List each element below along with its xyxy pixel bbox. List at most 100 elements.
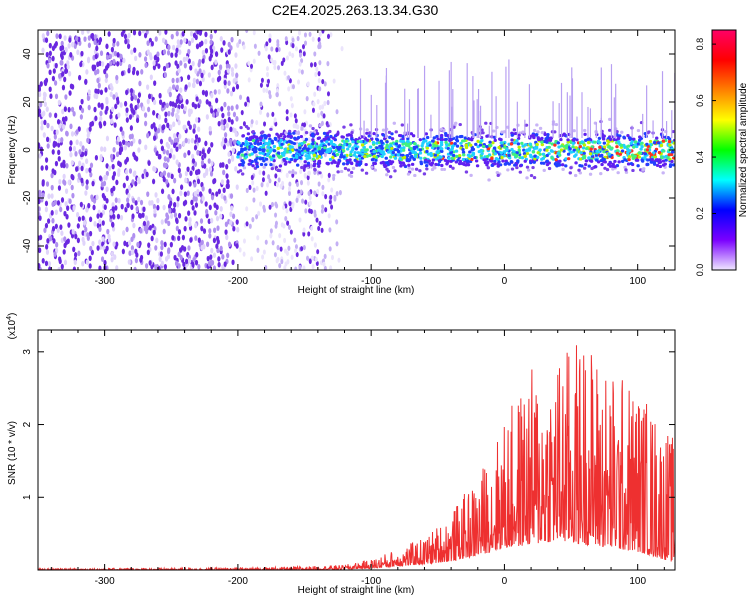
- spectrogram-cell: [473, 155, 477, 160]
- spectrogram-cell: [244, 155, 249, 159]
- spectrogram-cell: [229, 219, 233, 226]
- colorbar: 0.00.20.40.60.8 Normalized spectral ampl…: [695, 29, 749, 276]
- spectrogram-cell: [252, 187, 256, 193]
- spectrogram-cell: [337, 150, 341, 154]
- spectrogram-cell: [321, 204, 325, 210]
- spectrogram-cell: [72, 205, 76, 211]
- spectrogram-cell: [60, 40, 64, 47]
- spectrogram-cell: [311, 138, 315, 142]
- spectrogram-cell: [225, 173, 229, 179]
- spectrogram-cell: [540, 140, 544, 144]
- spectrogram-cell: [303, 172, 307, 178]
- spectrogram-cell: [258, 147, 262, 152]
- spectrogram-cell: [117, 168, 121, 174]
- spectrogram-cell: [113, 254, 117, 260]
- spectrogram-cell: [513, 153, 517, 157]
- spectrogram-cell: [520, 156, 525, 160]
- spectrogram-cell: [390, 137, 395, 141]
- spectrogram-cell: [572, 148, 576, 152]
- spectrogram-cell: [227, 241, 232, 248]
- spectrogram-cell: [234, 63, 238, 69]
- spectrogram-cell: [524, 123, 529, 127]
- spectrogram-cell: [66, 205, 70, 211]
- spectrogram-cell: [105, 163, 109, 169]
- spectrogram-cell: [164, 256, 169, 262]
- spectrogram-cell: [192, 196, 196, 202]
- spectrogram-cell: [331, 156, 335, 160]
- spectrogram-cell: [297, 68, 301, 74]
- spectrogram-cell: [135, 117, 140, 124]
- spectrogram-cell: [193, 210, 197, 216]
- spectrogram-cell: [455, 154, 459, 159]
- spectrogram-cell: [595, 149, 599, 153]
- spectrogram-cell: [220, 124, 224, 131]
- spectrogram-cell: [76, 223, 80, 229]
- spectrogram-cell: [217, 120, 221, 127]
- spectrogram-cell: [165, 141, 169, 148]
- spectrogram-cell: [347, 144, 351, 148]
- spectrogram-cell: [278, 101, 282, 107]
- spectrogram-cell: [375, 146, 379, 150]
- spectrogram-cell: [165, 62, 169, 69]
- spectrogram-cell: [179, 190, 183, 197]
- spectrogram-cell: [577, 168, 581, 172]
- spectrogram-cell: [61, 108, 65, 115]
- spectrogram-cell: [192, 77, 196, 84]
- spectrogram-cell: [91, 180, 95, 187]
- spectrogram-cell: [90, 249, 94, 256]
- spectrogram-cell: [517, 148, 521, 152]
- spectrogram-cell: [89, 121, 93, 128]
- spectrogram-cell: [429, 153, 434, 158]
- spectrogram-cell: [608, 164, 613, 168]
- spectrogram-cell: [325, 149, 329, 154]
- spectrogram-cell: [311, 107, 315, 113]
- spectrogram-cell: [232, 225, 236, 232]
- spectrogram-cell: [627, 157, 631, 162]
- spectrogram-cell: [146, 40, 150, 46]
- spectrogram-cell: [259, 101, 263, 107]
- spectrogram-cell: [152, 109, 156, 116]
- spectrogram-cell: [158, 92, 162, 99]
- spectrogram-cell: [115, 265, 119, 270]
- spectrogram-cell: [444, 137, 448, 142]
- spectrogram-cell: [306, 175, 310, 181]
- spectrogram-cell: [286, 220, 290, 226]
- spectrogram-cell: [321, 104, 325, 110]
- spectrogram-cell: [425, 149, 429, 154]
- spectrogram-cell: [112, 146, 116, 153]
- spectrogram-cell: [90, 33, 94, 39]
- spectrogram-cell: [279, 246, 283, 252]
- spectrogram-cell: [594, 158, 599, 162]
- spectrogram-cell: [251, 180, 255, 186]
- spectrogram-cell: [655, 136, 659, 140]
- spectrogram-cell: [70, 131, 75, 137]
- spectrogram-cell: [72, 266, 76, 270]
- spectrogram-cell: [314, 71, 318, 78]
- spectrogram-cell: [425, 142, 430, 146]
- spectrogram-cell: [84, 150, 88, 157]
- spectrogram-cell: [285, 115, 289, 122]
- spectrogram-cell: [196, 149, 200, 156]
- spectrogram-cell: [180, 103, 184, 110]
- spectrogram-cell: [41, 47, 45, 54]
- snr-y-tick-label: 3: [22, 349, 33, 355]
- spectrogram-cell: [326, 99, 330, 106]
- spectrogram-cell: [262, 138, 266, 143]
- spectrogram-cell: [168, 91, 172, 98]
- spectrogram-cell: [111, 106, 115, 113]
- spectrogram-cell: [639, 147, 643, 151]
- spectrogram-cell: [239, 126, 243, 130]
- spectrogram-cell: [492, 146, 497, 151]
- spectrogram-cell: [235, 184, 239, 190]
- spectrogram-cell: [521, 130, 525, 134]
- spectrogram-cell: [215, 97, 219, 104]
- spectrogram-cell: [599, 172, 603, 176]
- spectrogram-cell: [165, 149, 170, 156]
- spectrogram-cell: [195, 78, 200, 85]
- spectrogram-cell: [172, 121, 176, 128]
- snr-x-tick-label: -200: [228, 576, 248, 587]
- spectrogram-cell: [317, 147, 321, 151]
- spectrogram-cell: [578, 171, 583, 175]
- spectrogram-cell: [406, 172, 411, 176]
- spectrogram-cell: [275, 92, 279, 98]
